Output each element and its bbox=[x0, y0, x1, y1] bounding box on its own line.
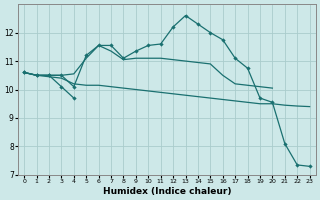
X-axis label: Humidex (Indice chaleur): Humidex (Indice chaleur) bbox=[103, 187, 231, 196]
